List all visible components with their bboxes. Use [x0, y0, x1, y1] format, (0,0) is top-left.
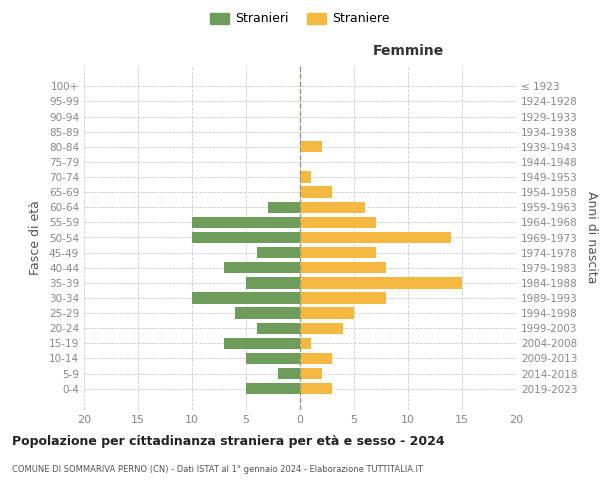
Bar [300, 232, 451, 243]
Bar [300, 202, 365, 213]
Bar [224, 262, 300, 274]
Bar [300, 172, 311, 182]
Bar [300, 308, 354, 318]
Bar [300, 338, 311, 349]
Bar [235, 308, 300, 318]
Text: Popolazione per cittadinanza straniera per età e sesso - 2024: Popolazione per cittadinanza straniera p… [12, 435, 445, 448]
Bar [278, 368, 300, 379]
Bar [257, 322, 300, 334]
Bar [192, 292, 300, 304]
Bar [300, 353, 332, 364]
Bar [246, 353, 300, 364]
Bar [300, 262, 386, 274]
Bar [300, 277, 462, 288]
Bar [192, 216, 300, 228]
Bar [246, 277, 300, 288]
Bar [192, 232, 300, 243]
Bar [300, 141, 322, 152]
Bar [300, 186, 332, 198]
Bar [268, 202, 300, 213]
Bar [257, 247, 300, 258]
Bar [300, 322, 343, 334]
Text: COMUNE DI SOMMARIVA PERNO (CN) - Dati ISTAT al 1° gennaio 2024 - Elaborazione TU: COMUNE DI SOMMARIVA PERNO (CN) - Dati IS… [12, 465, 423, 474]
Bar [300, 368, 322, 379]
Legend: Stranieri, Straniere: Stranieri, Straniere [206, 8, 394, 29]
Bar [246, 383, 300, 394]
Bar [300, 216, 376, 228]
Bar [300, 383, 332, 394]
Y-axis label: Anni di nascita: Anni di nascita [584, 191, 598, 284]
Bar [300, 247, 376, 258]
Bar [224, 338, 300, 349]
Y-axis label: Fasce di età: Fasce di età [29, 200, 42, 275]
Text: Femmine: Femmine [373, 44, 443, 58]
Bar [300, 292, 386, 304]
